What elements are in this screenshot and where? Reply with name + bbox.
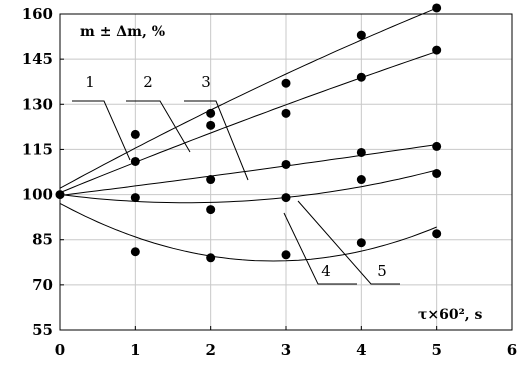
data-point [356, 147, 366, 157]
data-point [130, 129, 140, 139]
y-tick-label: 130 [22, 95, 53, 113]
data-point [130, 156, 140, 166]
plot-frame [59, 13, 513, 331]
x-tick-label: 3 [281, 341, 291, 359]
data-point [281, 193, 291, 203]
curve-labels: 1 2 3 4 5 [72, 73, 400, 285]
leader-line [72, 100, 131, 161]
fit-curve-2 [59, 51, 437, 194]
data-point [432, 141, 442, 151]
curve-label-5: 5 [377, 262, 387, 280]
x-tick-label: 4 [356, 341, 366, 359]
data-point [356, 238, 366, 248]
grid [60, 14, 512, 330]
fit-curves [59, 7, 437, 262]
y-tick-label: 160 [22, 5, 53, 23]
y-tick-label: 85 [32, 231, 53, 249]
y-tick-label: 55 [32, 321, 53, 339]
leader-line [283, 212, 357, 285]
data-point [432, 3, 442, 13]
curve-label-3: 3 [201, 73, 211, 91]
data-point [206, 205, 216, 215]
data-point [356, 72, 366, 82]
data-point [130, 193, 140, 203]
leader-line [184, 100, 249, 181]
curve-label-1: 1 [85, 73, 95, 91]
data-point [206, 253, 216, 263]
x-axis-title: τ×60², s [418, 307, 483, 323]
data-point [130, 247, 140, 257]
y-tick-label: 115 [22, 140, 53, 158]
curve-label-2: 2 [143, 73, 153, 91]
fit-curve-1 [59, 7, 437, 189]
y-tick-label: 70 [32, 276, 53, 294]
x-tick-label: 0 [55, 341, 65, 359]
data-point [281, 159, 291, 169]
data-point [356, 30, 366, 40]
data-point [206, 120, 216, 130]
fit-curve-3 [59, 144, 437, 196]
data-point [432, 229, 442, 239]
x-tick-label: 6 [507, 341, 517, 359]
curve-label-4: 4 [321, 262, 331, 280]
y-axis-title: m ± Δm, % [80, 24, 165, 40]
y-tick-label: 145 [22, 50, 53, 68]
fit-curve-4 [59, 169, 437, 204]
x-tick-label: 5 [431, 341, 441, 359]
data-point [281, 250, 291, 260]
leader-line [297, 200, 400, 285]
fit-curve-5 [59, 202, 437, 262]
data-point [206, 108, 216, 118]
y-tick-label: 100 [22, 186, 53, 204]
data-point [281, 78, 291, 88]
data-point [206, 175, 216, 185]
data-point [281, 108, 291, 118]
x-tick-label: 1 [130, 341, 140, 359]
data-point [432, 45, 442, 55]
data-point [356, 175, 366, 185]
leader-line [126, 100, 191, 153]
x-tick-label: 2 [205, 341, 215, 359]
data-points [55, 3, 442, 263]
data-point [432, 169, 442, 179]
